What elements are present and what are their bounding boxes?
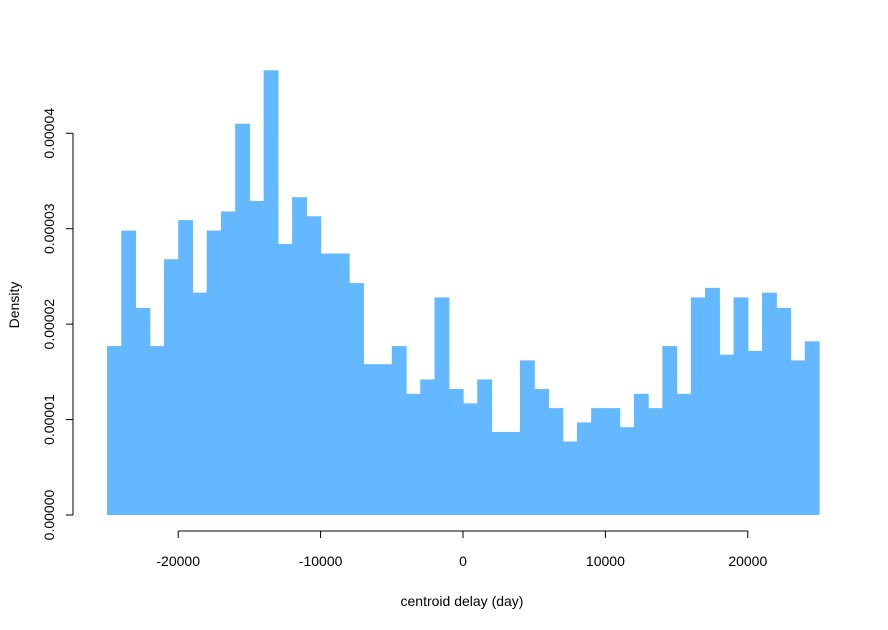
- histogram-bar: [648, 408, 663, 515]
- histogram-bar: [121, 230, 137, 515]
- histogram-bar: [206, 230, 222, 515]
- histogram-bar: [690, 297, 706, 515]
- histogram-bar: [292, 197, 307, 515]
- x-tick-label: 20000: [728, 553, 767, 569]
- x-tick-label: -20000: [156, 553, 200, 569]
- histogram-bar: [619, 427, 635, 515]
- histogram-bar: [719, 354, 735, 515]
- histogram-bar: [519, 360, 535, 515]
- histogram-bar: [463, 403, 478, 515]
- histogram-bar: [591, 408, 606, 515]
- y-tick-label: 0.00001: [41, 394, 57, 445]
- bars-layer: [107, 70, 820, 516]
- histogram-bar: [662, 346, 678, 515]
- histogram-bar: [420, 379, 436, 515]
- histogram-bar: [249, 201, 265, 515]
- histogram-bar: [733, 297, 749, 515]
- histogram-bar: [334, 253, 350, 515]
- histogram-bar: [349, 283, 364, 515]
- histogram-bar: [548, 408, 564, 515]
- x-axis-title: centroid delay (day): [401, 593, 524, 609]
- y-tick-label: 0.00004: [41, 108, 57, 159]
- histogram-bar: [491, 431, 507, 515]
- histogram-bar: [163, 259, 179, 515]
- y-axis: 0.00000 0.00001 0.00002 0.00003 0.00004: [41, 108, 74, 540]
- histogram-bar: [263, 70, 279, 516]
- histogram-bar: [434, 297, 450, 515]
- histogram-bar: [391, 346, 407, 515]
- x-tick-label: 10000: [586, 553, 625, 569]
- histogram-bar: [505, 431, 521, 515]
- x-tick-label: -10000: [299, 553, 343, 569]
- histogram-bar: [107, 346, 122, 515]
- histogram-bar: [534, 389, 550, 515]
- histogram-bar: [448, 389, 464, 515]
- histogram-bar: [192, 292, 208, 515]
- histogram-bar: [633, 393, 649, 515]
- histogram-bar: [477, 379, 493, 515]
- histogram-bar: [235, 123, 250, 515]
- histogram-bar: [220, 211, 236, 515]
- histogram-bar: [178, 220, 194, 516]
- histogram-bar: [363, 364, 379, 515]
- histogram-bar: [676, 393, 692, 515]
- y-tick-label: 0.00002: [41, 299, 57, 350]
- y-axis-title: Density: [6, 282, 22, 329]
- histogram-bar: [149, 346, 165, 515]
- histogram-bar: [306, 216, 322, 516]
- histogram-bar: [705, 287, 720, 515]
- y-tick-label: 0.00000: [41, 489, 57, 540]
- histogram-bar: [762, 292, 777, 515]
- x-axis: -20000 -10000 0 10000 20000: [156, 530, 767, 569]
- histogram-bar: [605, 408, 621, 515]
- histogram-bar: [377, 364, 393, 515]
- histogram-bar: [135, 307, 151, 515]
- histogram-bar: [747, 350, 763, 515]
- histogram-bar: [320, 253, 336, 515]
- histogram-bar: [562, 441, 578, 515]
- histogram-bar: [776, 307, 792, 515]
- histogram-bar: [804, 341, 820, 515]
- histogram-bar: [790, 360, 806, 515]
- x-tick-label: 0: [459, 553, 467, 569]
- histogram-bar: [277, 243, 293, 515]
- y-tick-label: 0.00003: [41, 203, 57, 254]
- histogram-bar: [576, 422, 592, 515]
- histogram-bar: [406, 393, 421, 515]
